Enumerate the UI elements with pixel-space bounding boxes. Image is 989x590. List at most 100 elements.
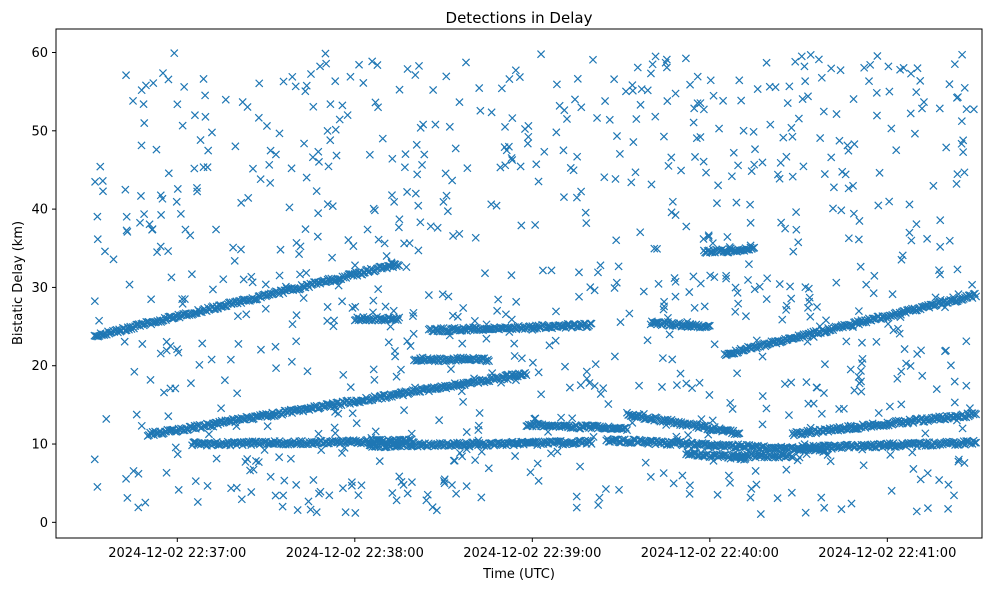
data-point	[388, 154, 397, 163]
data-point	[212, 454, 221, 463]
data-point	[696, 99, 705, 108]
data-point	[706, 76, 715, 85]
y-tick-label: 10	[31, 438, 48, 453]
data-point	[756, 510, 765, 519]
data-point	[313, 232, 322, 241]
data-point	[449, 231, 458, 240]
data-point	[170, 49, 179, 58]
data-point	[306, 505, 315, 514]
data-point	[176, 209, 185, 218]
data-point	[918, 371, 927, 380]
data-point	[599, 384, 608, 393]
data-point	[517, 354, 526, 363]
data-point	[271, 342, 280, 351]
data-point	[668, 197, 677, 206]
data-point	[275, 271, 284, 280]
data-point	[203, 163, 212, 172]
data-point	[949, 491, 959, 500]
track-point	[372, 435, 382, 444]
data-point	[875, 168, 884, 177]
data-point	[381, 302, 390, 311]
data-point	[187, 270, 196, 279]
data-point	[899, 63, 908, 72]
data-point	[778, 315, 787, 324]
data-point	[532, 160, 541, 169]
data-point	[511, 452, 520, 461]
data-point	[844, 234, 853, 243]
data-point	[156, 349, 165, 358]
data-point	[746, 200, 755, 209]
data-point	[753, 85, 762, 94]
data-point	[842, 337, 851, 346]
track-point	[972, 410, 981, 419]
data-point	[414, 246, 423, 255]
data-point	[505, 75, 514, 84]
data-point	[476, 106, 485, 115]
track-point	[622, 426, 632, 435]
data-point	[889, 326, 898, 335]
y-tick-label: 0	[40, 516, 48, 531]
data-point	[455, 448, 464, 458]
data-point	[470, 316, 479, 325]
data-point	[887, 124, 896, 133]
y-tick-label: 40	[31, 203, 48, 218]
data-point	[173, 100, 182, 109]
data-point	[572, 492, 581, 501]
data-point	[728, 404, 737, 414]
data-point	[507, 271, 516, 280]
data-point	[669, 479, 678, 488]
data-point	[817, 493, 826, 502]
data-point	[665, 330, 674, 339]
data-point	[130, 367, 139, 376]
data-point	[817, 409, 826, 418]
data-point	[827, 64, 836, 73]
data-point	[600, 173, 609, 182]
data-point	[637, 85, 646, 94]
data-point	[338, 484, 347, 493]
track-point	[813, 329, 822, 338]
data-point	[262, 121, 271, 130]
data-point	[230, 256, 239, 265]
data-point	[590, 381, 599, 391]
data-point	[293, 506, 302, 515]
data-point	[885, 402, 894, 411]
data-point	[923, 234, 932, 243]
data-point	[726, 478, 735, 487]
data-point	[424, 291, 433, 300]
data-point	[191, 477, 200, 486]
data-point	[363, 225, 372, 234]
data-point	[455, 229, 464, 238]
data-point	[302, 173, 311, 182]
data-point	[265, 160, 274, 169]
track-point	[958, 439, 967, 448]
data-point	[714, 181, 723, 190]
data-point	[921, 429, 930, 438]
data-point	[641, 458, 650, 467]
data-point	[762, 295, 771, 304]
data-point	[275, 453, 284, 462]
data-point	[750, 160, 759, 169]
data-point	[856, 366, 865, 375]
data-point	[174, 485, 183, 494]
data-point	[616, 318, 625, 327]
data-point	[941, 346, 950, 355]
data-point	[612, 236, 621, 245]
data-point	[534, 476, 543, 485]
data-point	[792, 225, 801, 234]
data-point	[651, 112, 660, 121]
data-point	[952, 179, 961, 188]
data-point	[303, 367, 312, 376]
data-point	[196, 136, 205, 145]
data-point	[392, 372, 401, 381]
data-point	[121, 185, 130, 194]
data-point	[423, 490, 432, 499]
data-point	[412, 140, 421, 149]
data-point	[893, 324, 903, 333]
data-point	[403, 489, 412, 498]
data-point	[181, 225, 190, 234]
data-point	[813, 383, 822, 392]
data-point	[771, 83, 780, 92]
data-point	[749, 127, 758, 136]
data-point	[502, 146, 511, 155]
data-point	[855, 216, 864, 225]
